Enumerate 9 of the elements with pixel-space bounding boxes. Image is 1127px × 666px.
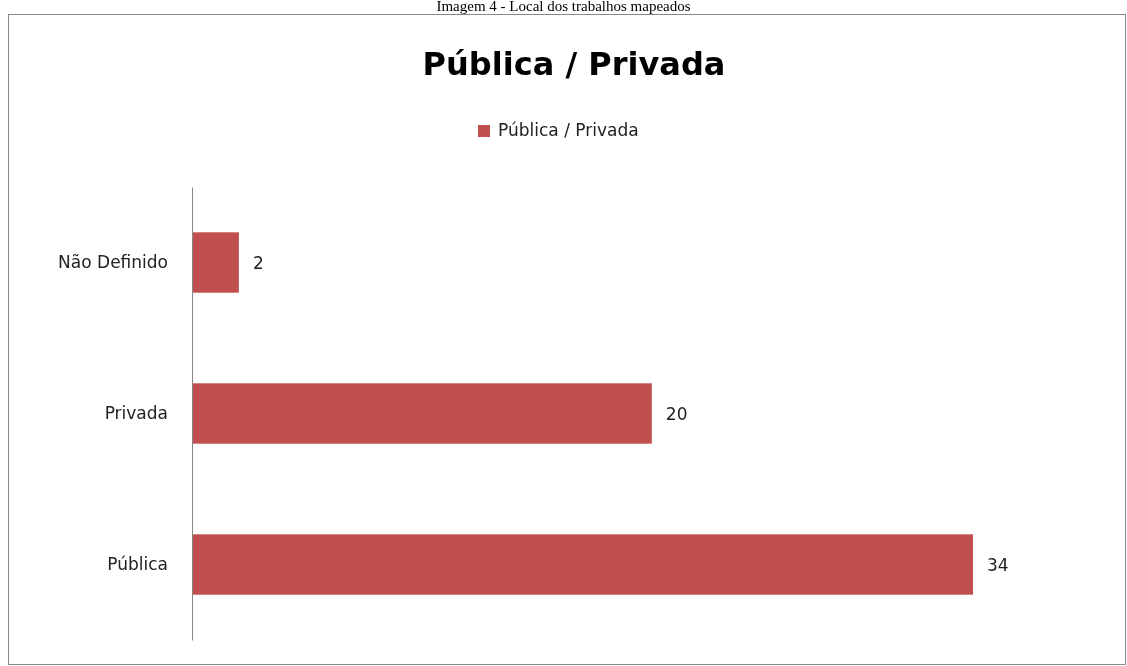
data-label: 20: [665, 403, 688, 424]
data-label: 2: [252, 252, 264, 273]
y-tick-label: Não Definido: [58, 251, 168, 272]
legend-label: Pública / Privada: [498, 120, 639, 140]
data-label: 34: [987, 554, 1009, 575]
y-tick-label: Pública: [107, 553, 168, 574]
text: Imagem 4 - Local dos trabalhos mapeados: [436, 0, 691, 14]
chart-title: Pública / Privada: [422, 45, 726, 83]
y-tick-label: Privada: [104, 402, 168, 423]
